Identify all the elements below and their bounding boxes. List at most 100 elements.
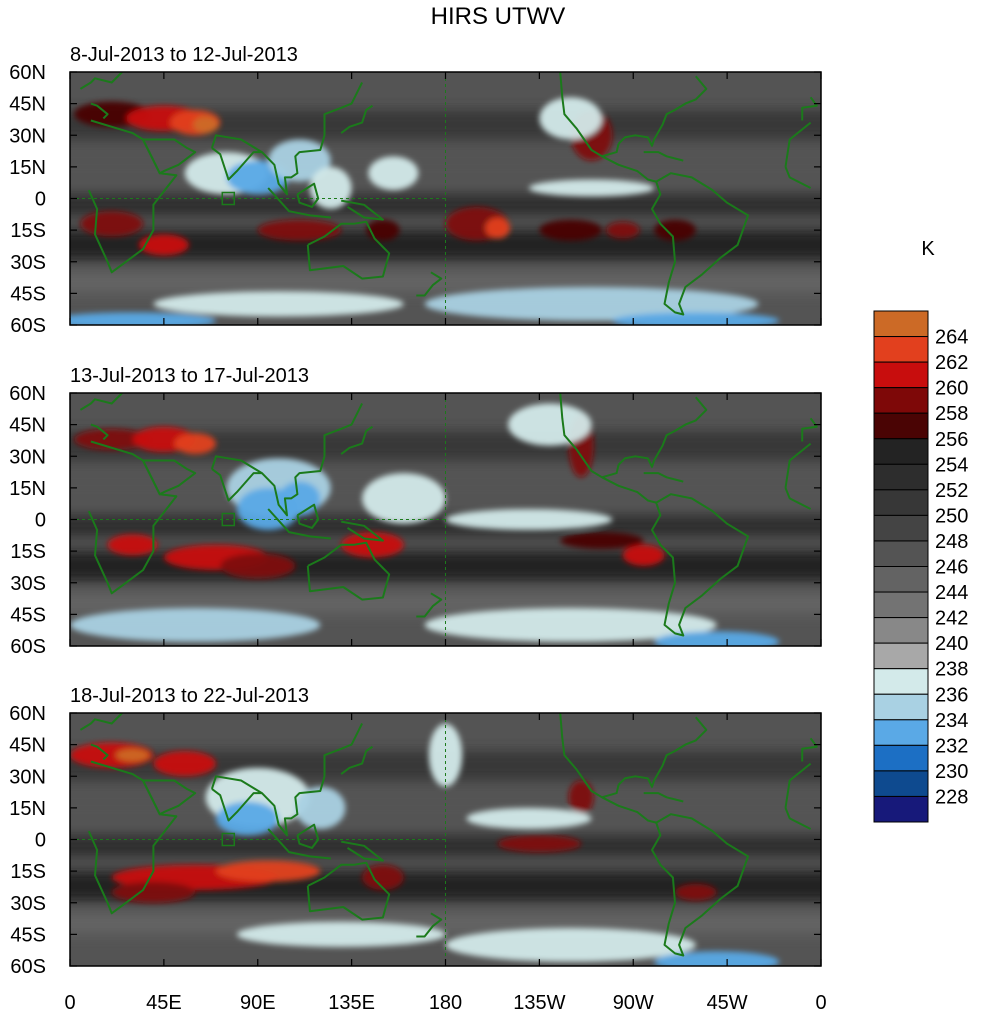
colorbar-swatch	[874, 439, 928, 465]
colorbar-swatch	[874, 413, 928, 439]
lon-tick-label: 135W	[513, 992, 565, 1014]
lat-tick-label: 60N	[9, 703, 46, 725]
panel-subtitle: 13-Jul-2013 to 17-Jul-2013	[70, 365, 309, 387]
map-panel-1: 8-Jul-2013 to 12-Jul-2013 60N 45N 30N 15N 0 1…	[9, 44, 841, 337]
colorbar-swatch	[874, 796, 928, 822]
lon-tick-label: 90W	[613, 992, 654, 1014]
colorbar-swatch	[874, 490, 928, 516]
lat-tick-label: 0	[35, 830, 46, 852]
colorbar-swatch	[874, 592, 928, 618]
field-blob	[529, 180, 654, 197]
lat-tick-label: 15N	[9, 798, 46, 820]
lon-tick-label: 0	[815, 992, 826, 1014]
lat-tick-label: 30N	[9, 766, 46, 788]
colorbar-swatch	[874, 337, 928, 363]
figure-title: HIRS UTWV	[431, 3, 566, 30]
field-blob	[108, 534, 158, 555]
lat-tick-label: 60N	[9, 383, 46, 405]
field-blob	[112, 882, 195, 903]
lat-tick-label: 0	[35, 189, 46, 211]
colorbar-swatch	[874, 388, 928, 414]
colorbar-swatch	[874, 745, 928, 771]
colorbar-swatch	[874, 643, 928, 669]
colorbar-label: 264	[935, 327, 968, 349]
colorbar-label: 258	[935, 403, 968, 425]
lat-tick-label: 60N	[9, 62, 46, 84]
field-blob	[193, 116, 218, 133]
field-blob	[539, 97, 602, 139]
colorbar-label: 256	[935, 429, 968, 451]
field-blob	[485, 217, 510, 238]
field-blob	[70, 608, 320, 642]
field-blob	[446, 928, 696, 962]
lon-axis: 0 45E 90E 135E 180 135W 90W 45W 0	[64, 992, 826, 1014]
map-field	[50, 713, 841, 972]
colorbar-label: 238	[935, 659, 968, 681]
panel-subtitle: 8-Jul-2013 to 12-Jul-2013	[70, 44, 298, 66]
colorbar-swatch	[874, 567, 928, 593]
colorbar-label: 254	[935, 454, 968, 476]
field-blob	[362, 473, 445, 524]
field-blob	[466, 808, 591, 829]
field-blob	[446, 509, 613, 530]
field-blob	[237, 922, 446, 947]
field-blob	[153, 751, 216, 776]
map-field	[50, 393, 841, 652]
field-blob	[368, 156, 418, 190]
field-blob	[539, 220, 602, 241]
lon-tick-label: 90E	[240, 992, 276, 1014]
lat-tick-label: 15S	[10, 220, 46, 242]
map-panel-3: 18-Jul-2013 to 22-Jul-2013 60N 45N 30N 15N 0…	[9, 685, 841, 978]
colorbar-swatch	[874, 541, 928, 567]
field-blob	[116, 749, 149, 762]
colorbar-label: 242	[935, 608, 968, 630]
colorbar-label: 248	[935, 531, 968, 553]
field-blob	[654, 631, 779, 652]
colorbar-label: 250	[935, 505, 968, 527]
colorbar-label: 234	[935, 710, 968, 732]
map-field	[49, 72, 841, 329]
colorbar-label: 230	[935, 761, 968, 783]
lat-tick-label: 30S	[10, 252, 46, 274]
colorbar-unit: K	[921, 238, 935, 260]
lon-tick-label: 135E	[328, 992, 375, 1014]
colorbar-swatch	[874, 771, 928, 797]
colorbar-label: 232	[935, 735, 968, 757]
colorbar-swatch	[874, 311, 928, 337]
colorbar-swatch	[874, 618, 928, 644]
colorbar-label: 262	[935, 352, 968, 374]
field-blob	[80, 211, 143, 236]
colorbar-swatch	[874, 720, 928, 746]
lat-tick-label: 45N	[9, 735, 46, 757]
lat-tick-label: 45S	[10, 604, 46, 626]
field-blob	[623, 545, 665, 566]
colorbar: 2642622602582562542522502482462442422402…	[874, 311, 968, 822]
field-blob	[606, 222, 639, 239]
lat-tick-label: 30S	[10, 573, 46, 595]
lat-tick-label: 45N	[9, 94, 46, 116]
field-blob	[49, 312, 216, 329]
map-panel-2: 13-Jul-2013 to 17-Jul-2013 60N 45N 30N 15N 0…	[9, 365, 841, 658]
lat-tick-label: 45S	[10, 924, 46, 946]
colorbar-swatch	[874, 362, 928, 388]
field-blob	[612, 312, 779, 329]
lat-tick-label: 15S	[10, 541, 46, 563]
colorbar-label: 252	[935, 480, 968, 502]
lat-tick-label: 45N	[9, 415, 46, 437]
lon-tick-label: 180	[429, 992, 462, 1014]
field-blob	[675, 884, 717, 901]
field-blob	[174, 433, 216, 454]
colorbar-label: 236	[935, 684, 968, 706]
colorbar-swatch	[874, 515, 928, 541]
field-blob	[560, 532, 643, 549]
lat-tick-label: 30N	[9, 125, 46, 147]
lon-tick-label: 0	[64, 992, 75, 1014]
lat-tick-label: 0	[35, 510, 46, 532]
field-blob	[153, 291, 403, 316]
lat-tick-label: 30N	[9, 446, 46, 468]
lat-tick-label: 15S	[10, 861, 46, 883]
colorbar-label: 246	[935, 557, 968, 579]
colorbar-swatch	[874, 669, 928, 695]
field-blob	[654, 951, 779, 972]
